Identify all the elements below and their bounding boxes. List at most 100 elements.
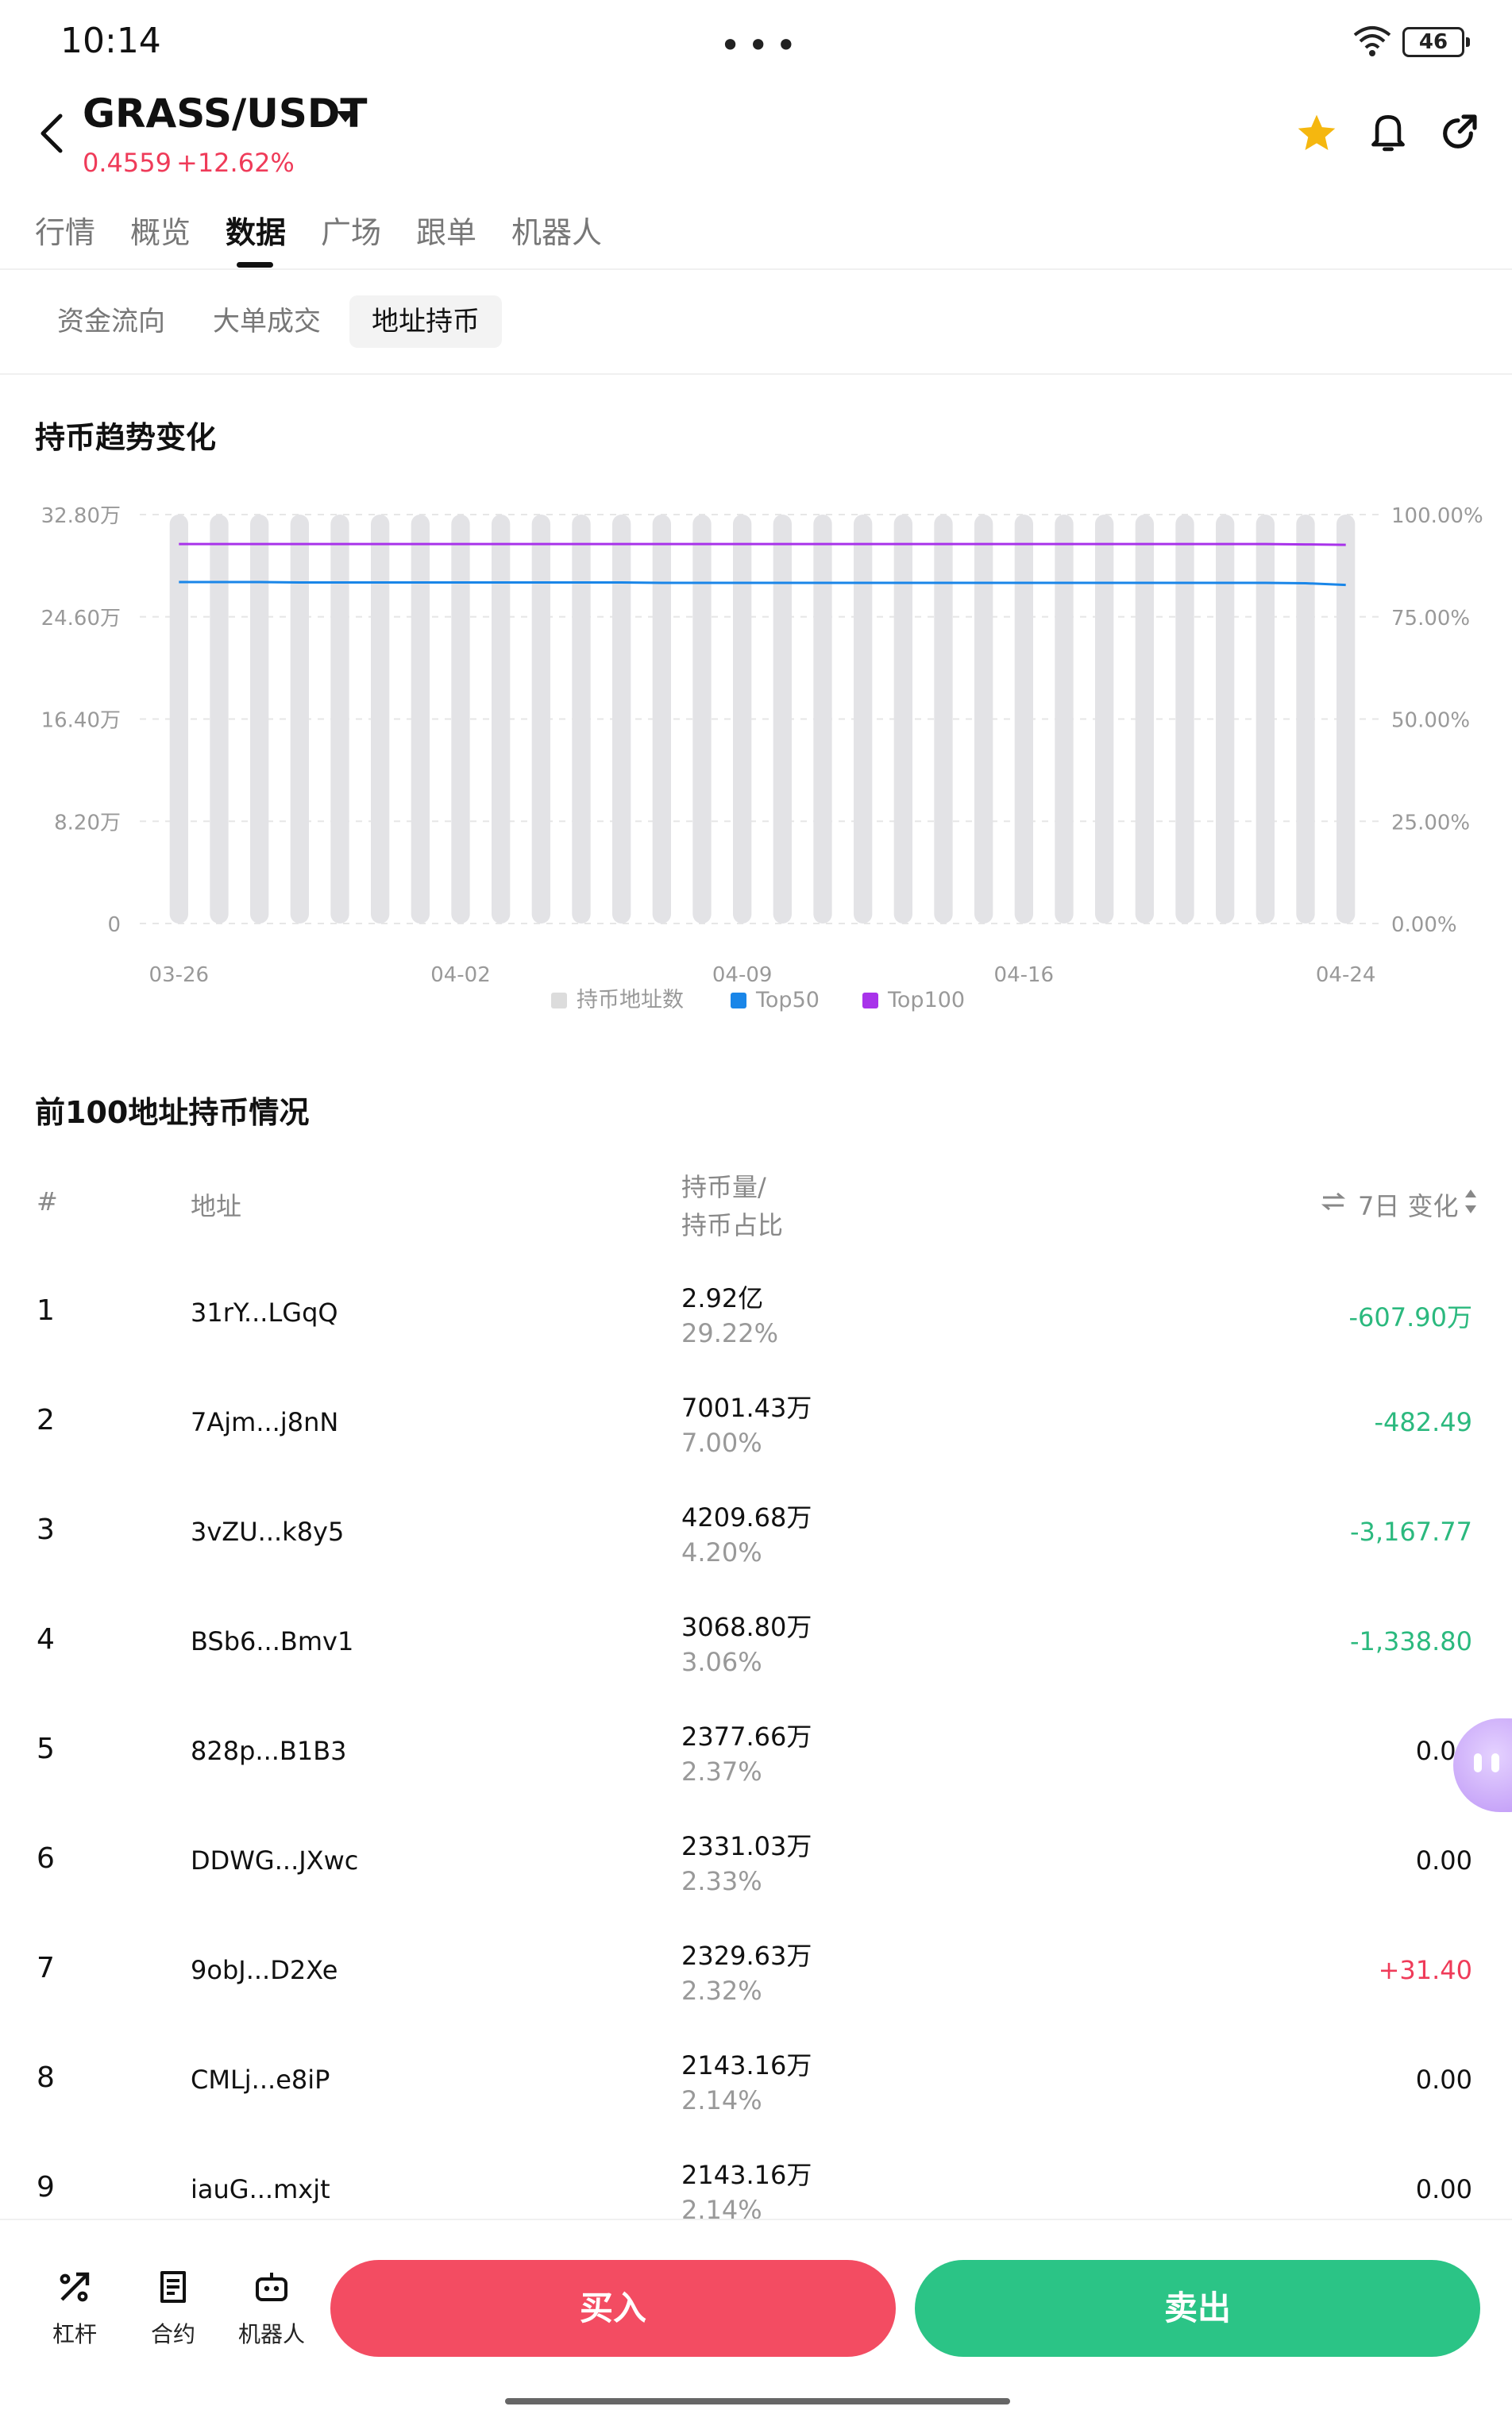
legend-swatch — [862, 993, 878, 1008]
tab-bots[interactable]: 机器人 — [511, 215, 603, 250]
row-7d-change: +31.40 — [1378, 1955, 1472, 1985]
subtab-address-holdings[interactable]: 地址持币 — [349, 295, 502, 348]
x-tick: 04-16 — [994, 963, 1055, 987]
row-share: 29.22% — [681, 1318, 779, 1348]
buy-button[interactable]: 买入 — [330, 2260, 896, 2357]
col-header-address: 地址 — [191, 1191, 242, 1221]
chart-lines — [179, 542, 1346, 587]
pair-dropdown-icon[interactable] — [337, 111, 354, 122]
contract-label[interactable]: 合约 — [150, 2321, 195, 2347]
row-address[interactable]: DDWG...JXwc — [191, 1845, 359, 1876]
y-right-tick: 100.00% — [1391, 504, 1483, 528]
pair-title[interactable]: GRASS/USDT — [83, 91, 368, 137]
y-left-tick: 32.80万 — [41, 504, 121, 528]
y-left-tick: 8.20万 — [54, 811, 121, 835]
row-index: 2 — [37, 1404, 55, 1436]
chart-bars — [169, 515, 1356, 924]
status-time: 10:14 — [60, 21, 161, 61]
row-index: 5 — [37, 1733, 55, 1765]
leverage-label[interactable]: 杠杆 — [52, 2321, 97, 2347]
row-address[interactable]: 828p...B1B3 — [191, 1736, 347, 1766]
tab-overview[interactable]: 概览 — [130, 215, 191, 250]
sort-icon[interactable] — [1463, 1188, 1479, 1215]
y-left-tick: 24.60万 — [41, 607, 121, 630]
row-share: 3.06% — [681, 1647, 762, 1677]
chart-bar — [492, 515, 511, 924]
row-7d-change: -1,338.80 — [1349, 1626, 1472, 1656]
chart-bar — [210, 515, 229, 924]
chart-bar — [1256, 515, 1275, 924]
row-amount: 2331.03万 — [681, 1831, 812, 1861]
tab-market[interactable]: 行情 — [35, 215, 96, 250]
subtab-large-orders[interactable]: 大单成交 — [213, 306, 321, 337]
favorite-star-icon[interactable] — [1294, 111, 1339, 156]
row-address[interactable]: iauG...mxjt — [191, 2174, 330, 2204]
legend-swatch — [731, 993, 746, 1008]
chart-bar — [531, 515, 550, 924]
more-dots-icon[interactable]: ••• — [719, 24, 804, 67]
row-address[interactable]: CMLj...e8iP — [191, 2065, 330, 2095]
tab-square[interactable]: 广场 — [321, 215, 382, 250]
subtab-fund-flow[interactable]: 资金流向 — [57, 306, 165, 337]
active-tab-indicator — [237, 262, 273, 268]
back-arrow-icon[interactable] — [32, 110, 73, 157]
row-index: 8 — [37, 2061, 55, 2094]
bell-icon[interactable] — [1366, 110, 1410, 156]
row-share: 2.14% — [681, 2085, 762, 2115]
price-change: +12.62% — [176, 148, 295, 178]
row-amount: 2143.16万 — [681, 2160, 812, 2190]
leverage-icon[interactable] — [56, 2268, 94, 2306]
robot-icon[interactable] — [253, 2268, 291, 2306]
chart-grid — [140, 514, 1380, 924]
chart-bar — [854, 515, 873, 924]
chart-bar — [330, 515, 349, 924]
row-share: 2.32% — [681, 1976, 762, 2006]
row-address[interactable]: BSb6...Bmv1 — [191, 1626, 354, 1656]
swap-icon[interactable] — [1321, 1191, 1345, 1212]
x-tick: 04-24 — [1316, 963, 1376, 987]
row-address[interactable]: 31rY...LGqQ — [191, 1298, 338, 1328]
sell-button[interactable]: 卖出 — [915, 2260, 1480, 2357]
trend-section-title: 持币趋势变化 — [35, 420, 217, 455]
tab-data[interactable]: 数据 — [226, 215, 287, 250]
row-amount: 2143.16万 — [681, 2050, 812, 2080]
y-left-tick: 16.40万 — [41, 709, 121, 733]
row-index: 9 — [37, 2171, 55, 2204]
assistant-bubble-icon[interactable] — [1453, 1718, 1512, 1812]
share-icon[interactable] — [1436, 111, 1480, 156]
contract-icon[interactable] — [154, 2268, 192, 2306]
home-indicator[interactable] — [505, 2398, 1010, 2404]
col-header-index: # — [37, 1186, 58, 1217]
legend-label: 持币地址数 — [577, 988, 684, 1012]
chart-bar — [451, 515, 470, 924]
col-header-7d-change[interactable]: 7日 变化 — [1358, 1191, 1459, 1221]
subtabs-divider — [0, 373, 1512, 375]
tab-copy-trading[interactable]: 跟单 — [416, 215, 477, 250]
row-amount: 7001.43万 — [681, 1393, 812, 1423]
row-address[interactable]: 3vZU...k8y5 — [191, 1517, 345, 1547]
row-index: 6 — [37, 1842, 55, 1875]
chart-bar — [974, 515, 993, 924]
row-address[interactable]: 7Ajm...j8nN — [191, 1407, 339, 1437]
chart-legend: 持币地址数 Top50 Top100 — [551, 988, 965, 1012]
chart-bar — [290, 515, 309, 924]
col-header-share: 持币占比 — [681, 1210, 784, 1240]
row-amount: 4209.68万 — [681, 1502, 812, 1533]
row-7d-change: 0.00 — [1415, 2174, 1472, 2204]
row-index: 4 — [37, 1623, 55, 1656]
chart-bar — [250, 515, 269, 924]
y-left-tick: 0 — [107, 913, 121, 937]
chart-bar — [652, 515, 671, 924]
row-address[interactable]: 9obJ...D2Xe — [191, 1955, 338, 1985]
row-share: 2.33% — [681, 1866, 762, 1896]
y-right-tick: 50.00% — [1391, 709, 1470, 733]
row-7d-change: 0.00 — [1415, 2065, 1472, 2095]
chart-bar — [1336, 515, 1356, 924]
chart-bar — [773, 515, 792, 924]
chart-bar — [934, 515, 953, 924]
chart-bar — [411, 515, 430, 924]
row-share: 2.37% — [681, 1757, 762, 1787]
row-7d-change: -482.49 — [1374, 1407, 1472, 1437]
robot-label[interactable]: 机器人 — [237, 2321, 305, 2347]
series-line-top50 — [179, 580, 1346, 587]
